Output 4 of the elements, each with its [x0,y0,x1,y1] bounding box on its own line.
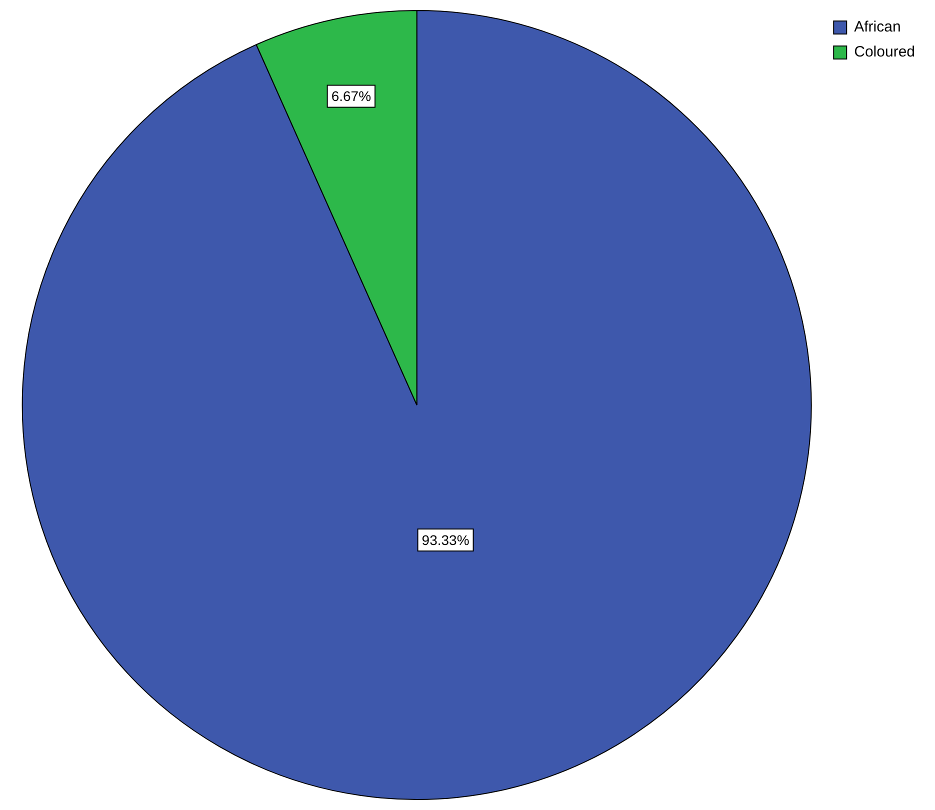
legend-label: Coloured [854,44,916,61]
data-label: 6.67% [331,88,372,104]
legend-label: African [854,18,901,36]
data-label: 93.33% [422,532,470,548]
